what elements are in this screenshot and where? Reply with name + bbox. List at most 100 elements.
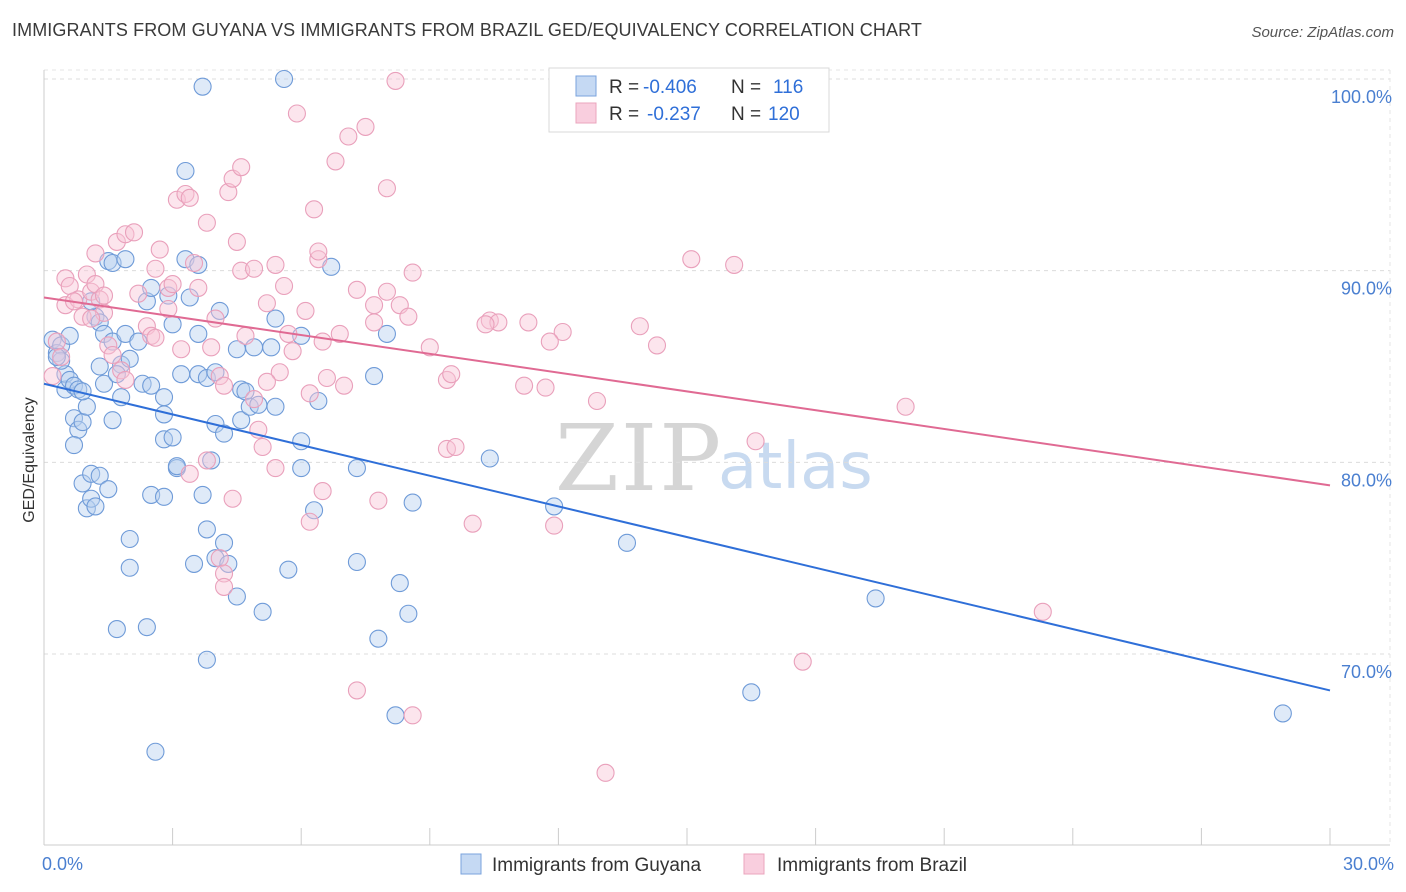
brazil-point [386,71,405,90]
brazil-point [647,336,667,355]
series-legend-swatch-guyana [460,853,482,875]
brazil-point [232,158,251,177]
guyana-point [266,397,285,416]
brazil-point [150,240,169,259]
y-axis-title: GED/Equivalency [21,397,38,522]
brazil-point [283,342,302,361]
brazil-point [746,432,765,451]
brazil-point [365,313,384,332]
brazil-point [545,516,564,535]
guyana-point [176,161,195,181]
trend-lines [43,296,1331,692]
axes [43,70,1390,846]
brazil-point [43,367,62,386]
brazil-point [369,491,388,510]
chart-title: IMMIGRANTS FROM GUYANA VS IMMIGRANTS FRO… [12,20,922,40]
guyana-point [399,604,418,623]
brazil-point [403,706,422,725]
guyana-point [73,413,92,432]
brazil-point [296,301,315,320]
guyana-point [347,552,366,572]
brazil-point [300,512,319,531]
guyana-point [262,338,281,357]
guyana-point [163,428,182,447]
brazil-trend-line [43,296,1331,487]
stats-legend: R = -0.406 N = 116 R = -0.237 N = 120 [548,67,830,133]
legend-r-value-pink: -0.237 [647,104,701,125]
series-legend-swatch-brazil [743,853,765,875]
guyana-point [617,533,637,552]
guyana-point [90,466,109,485]
guyana-point [866,589,885,608]
brazil-point [266,255,285,274]
guyana-point [154,388,174,407]
brazil-point [519,313,538,332]
brazil-point [206,309,225,328]
brazil-point [257,372,276,391]
watermark-zip: ZIP [555,405,723,512]
brazil-point [86,244,105,263]
guyana-point [202,451,221,470]
guyana-point [154,487,174,506]
watermark-atlas: atlas [718,430,873,504]
x-tick-label: 0.0% [42,854,83,874]
guyana-point [77,397,96,416]
brazil-point [52,347,71,366]
guyana-point [116,250,135,269]
brazil-point [725,255,744,274]
legend-r-label-blue: R = [609,77,639,98]
guyana-point [159,286,178,305]
brazil-point [103,345,122,365]
brazil-point [227,232,246,251]
guyana-point [86,497,105,516]
brazil-point [210,549,229,568]
guyana-point [163,315,182,334]
brazil-point [270,363,289,382]
brazil-point [189,278,208,297]
brazil-point [210,367,229,386]
guyana-point [146,742,165,761]
y-tick-label: 80.0% [1341,470,1392,490]
legend-r-value-blue: -0.406 [643,77,697,98]
brazil-point [236,326,255,345]
brazil-point [313,482,332,501]
guyana-point [279,560,298,579]
guyana-point [193,485,212,504]
guyana-point [377,324,396,343]
brazil-point [399,307,418,326]
brazil-point [347,681,366,700]
series-legend-label-guyana: Immigrants from Guyana [492,855,701,876]
brazil-point [300,384,319,403]
guyana-point [64,409,84,428]
guyana-trend-line [43,382,1331,692]
y-tick-label: 70.0% [1341,662,1392,682]
legend-n-label-pink: N = [731,104,761,125]
brazil-point [244,390,264,409]
brazil-point [377,282,396,301]
series-legend: Immigrants from Guyana Immigrants from B… [460,853,967,876]
y-tick-label: 100.0% [1331,87,1392,107]
brazil-point [146,328,165,347]
brazil-point [82,309,101,328]
brazil-point [180,464,199,483]
brazil-point [347,280,366,299]
brazil-point [223,489,242,508]
brazil-point [214,376,234,395]
brazil-point [682,250,701,269]
brazil-point [377,179,396,198]
guyana-point [94,374,114,393]
guyana-point [120,529,139,549]
brazil-point [197,451,216,470]
brazil-point [793,652,812,671]
brazil-point [356,117,375,136]
brazil-point [476,315,495,334]
series-legend-label-brazil: Immigrants from Brazil [777,855,967,876]
guyana-point [227,587,246,606]
guyana-point [193,77,212,96]
source-credit: Source: ZipAtlas.com [1251,24,1394,41]
brazil-point [463,514,482,533]
brazil-point [330,324,349,343]
brazil-point [214,564,234,583]
guyana-point [197,650,216,669]
guyana-point [1273,704,1292,723]
